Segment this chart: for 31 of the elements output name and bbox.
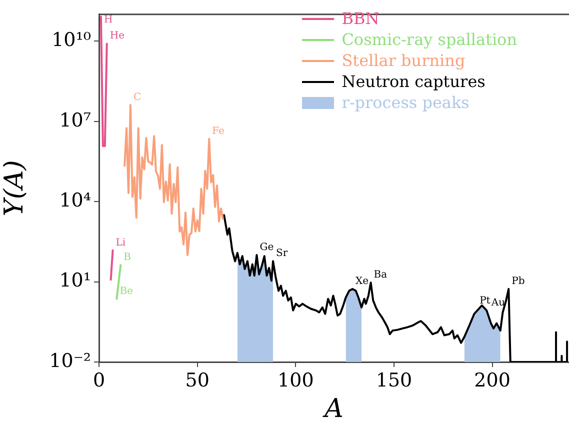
x-tick-label: 200: [474, 369, 510, 392]
legend-label: r-process peaks: [342, 92, 470, 113]
x-tick-label: 0: [92, 369, 106, 392]
annotation: Be: [120, 286, 134, 297]
x-tick-label: 100: [278, 369, 314, 392]
annotation: C: [133, 92, 142, 103]
annotation: Pt: [480, 296, 490, 307]
y-tick-label: 10⁷: [59, 109, 92, 132]
y-tick-label: 10⁻²: [49, 350, 91, 372]
annotation: B: [124, 252, 131, 264]
annotation: Sr: [276, 248, 288, 260]
annotation: Xe: [355, 276, 369, 287]
annotation: H: [104, 14, 113, 26]
y-tick-label: 10⁴: [59, 190, 92, 212]
annotation: Ge: [260, 242, 274, 254]
legend-label: Cosmic-ray spallation: [342, 29, 517, 50]
y-tick-label: 10¹⁰: [52, 29, 92, 52]
annotation: Fe: [212, 126, 225, 137]
annotation: Li: [116, 237, 126, 248]
annotation: Pb: [512, 276, 525, 287]
legend-label: BBN: [342, 8, 380, 29]
x-axis-title: A: [322, 394, 344, 424]
x-tick-label: 150: [376, 369, 412, 392]
y-tick-label: 10¹: [59, 270, 91, 292]
annotation: He: [110, 30, 125, 42]
legend-label: Neutron captures: [342, 71, 486, 92]
annotation: Au: [490, 297, 506, 308]
annotation: Ba: [374, 270, 388, 281]
x-tick-label: 50: [185, 369, 210, 392]
y-axis-title: Y(A): [0, 160, 30, 216]
legend-label: Stellar burning: [342, 50, 466, 71]
